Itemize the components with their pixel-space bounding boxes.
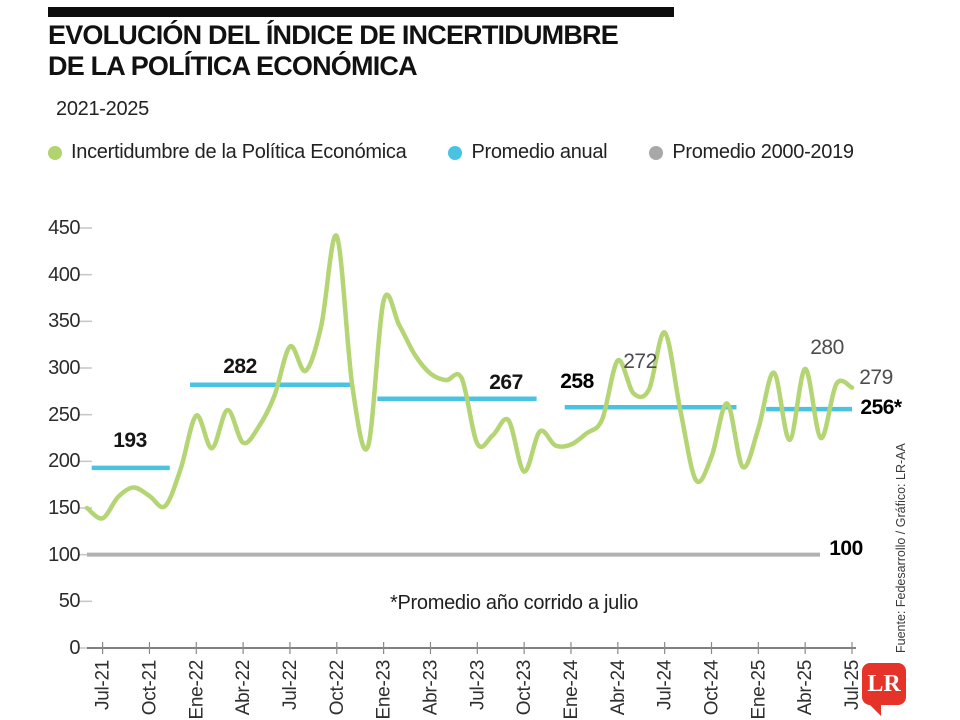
legend-dot (649, 145, 664, 160)
legend-item: Promedio anual (448, 141, 608, 164)
x-axis-label: Ene-22 (186, 660, 207, 719)
source-credit: Fuente: Fedesarrollo / Gráfico: LR-AA (894, 443, 908, 653)
legend: Incertidumbre de la Política Económica Pr… (48, 141, 854, 164)
value-annotation-193: 193 (113, 429, 147, 452)
chart-subtitle: 2021-2025 (56, 98, 149, 120)
page-title: EVOLUCIÓN DEL ÍNDICE DE INCERTIDUMBRE DE… (48, 20, 708, 82)
value-annotation-280: 280 (810, 336, 844, 359)
y-axis-label: 400 (48, 263, 80, 286)
x-axis-label: Jul-21 (93, 660, 114, 710)
y-axis-label: 250 (48, 403, 80, 426)
x-axis-label: Ene-23 (374, 660, 395, 719)
value-annotation-282: 282 (223, 355, 257, 378)
y-axis-label: 150 (48, 497, 80, 519)
lr-logo: LR (862, 663, 908, 719)
legend-dot (48, 145, 62, 160)
legend-label: Promedio anual (471, 141, 608, 163)
y-axis-label: 50 (58, 590, 81, 613)
value-annotation-267: 267 (489, 371, 523, 394)
top-accent-bar (48, 7, 674, 17)
x-axis-label: Oct-22 (327, 660, 348, 715)
lr-logo-tail (868, 703, 881, 716)
value-annotation-279: 279 (859, 366, 893, 389)
legend-item: Promedio 2000-2019 (649, 141, 854, 164)
title-line-1: EVOLUCIÓN DEL ÍNDICE DE INCERTIDUMBRE (48, 20, 619, 50)
x-axis-label: Abr-23 (420, 660, 441, 715)
legend-label: Incertidumbre de la Política Económica (71, 141, 407, 163)
x-axis-label: Abr-25 (795, 660, 816, 715)
title-line-2: DE LA POLÍTICA ECONÓMICA (48, 51, 418, 81)
footnote: *Promedio año corrido a julio (390, 592, 639, 614)
y-axis-label: 100 (48, 543, 80, 566)
x-axis-label: Jul-25 (842, 660, 863, 710)
value-annotation-272: 272 (623, 350, 657, 373)
x-axis-label: Oct-24 (701, 659, 722, 715)
x-axis-label: Ene-24 (561, 659, 582, 719)
y-axis-label: 450 (48, 217, 80, 239)
x-axis-label: Ene-25 (748, 660, 769, 719)
legend-dot (448, 145, 463, 160)
x-axis-label: Jul-24 (655, 659, 676, 710)
x-axis-label: Abr-22 (233, 660, 254, 715)
y-axis-label: 0 (69, 637, 80, 659)
value-annotation-258: 258 (560, 370, 594, 393)
legend-item: Incertidumbre de la Política Económica (48, 141, 407, 164)
lr-logo-bubble (862, 663, 906, 705)
y-axis-label: 350 (48, 310, 80, 333)
legend-label: Promedio 2000-2019 (672, 141, 854, 163)
uncertainty-line (84, 233, 855, 521)
x-axis-label: Jul-22 (280, 660, 301, 710)
y-axis-label: 200 (48, 450, 80, 473)
x-axis-label: Abr-24 (608, 659, 629, 715)
x-axis-label: Oct-23 (514, 660, 535, 715)
x-axis-label: Oct-21 (139, 660, 160, 715)
value-annotation-100: 100 (829, 537, 863, 560)
y-axis-label: 300 (48, 357, 80, 379)
x-axis-label: Jul-23 (467, 660, 488, 710)
value-annotation-256: 256* (860, 396, 902, 419)
lr-logo-text: LR (867, 670, 901, 697)
